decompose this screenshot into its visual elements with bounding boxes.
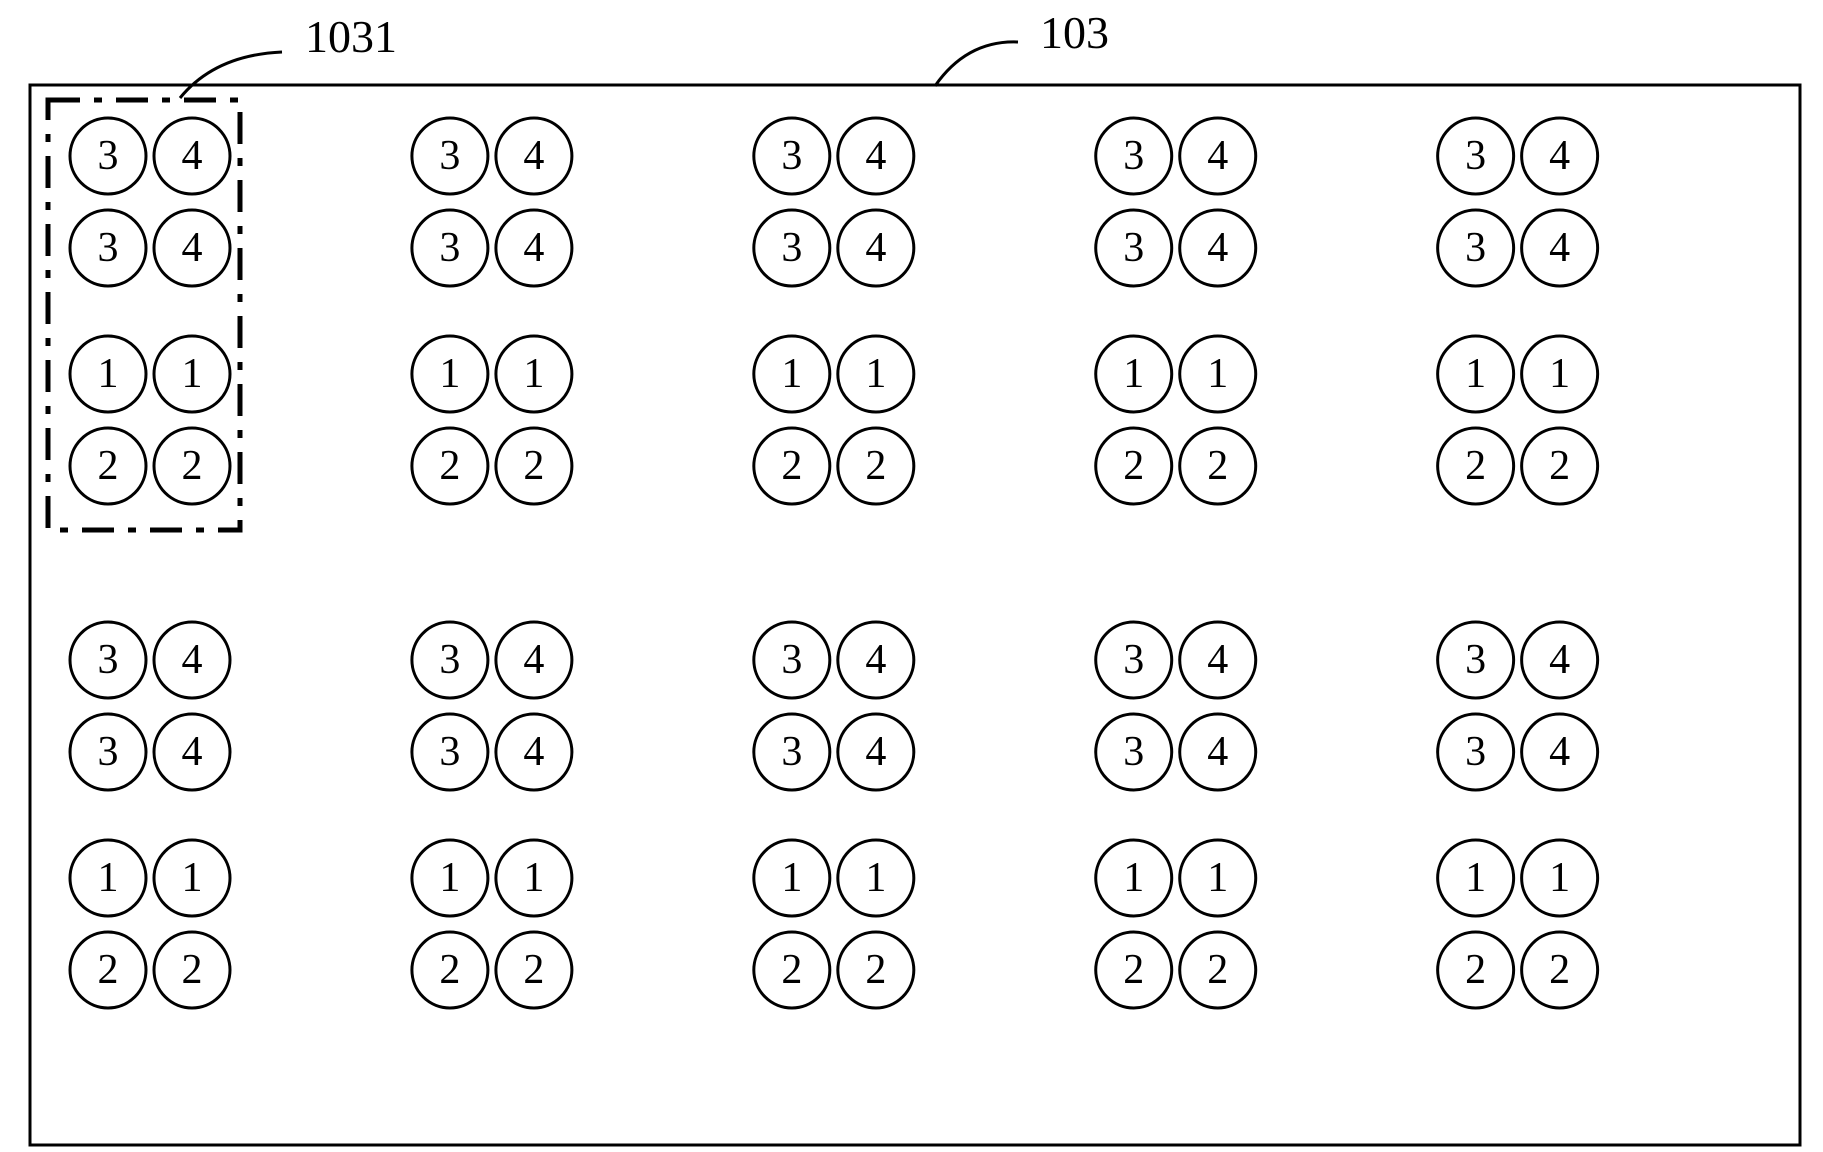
cell-label: 2	[1207, 443, 1228, 489]
cell-label: 1	[98, 855, 119, 901]
cell-label: 3	[439, 225, 460, 271]
cell-label: 3	[98, 729, 119, 775]
leader-line-0	[180, 52, 282, 98]
cell-label: 2	[182, 947, 203, 993]
cell-label: 3	[1123, 637, 1144, 683]
cell-label: 4	[865, 133, 886, 179]
cell-label: 1	[182, 351, 203, 397]
cell-label: 2	[98, 443, 119, 489]
cell-label: 4	[1207, 637, 1228, 683]
cell-label: 4	[523, 637, 544, 683]
cell-label: 2	[865, 443, 886, 489]
cell-label: 2	[98, 947, 119, 993]
cell-label: 3	[781, 637, 802, 683]
cell-label: 1	[523, 351, 544, 397]
cell-label: 4	[1549, 637, 1570, 683]
cell-label: 4	[523, 225, 544, 271]
cell-label: 4	[182, 729, 203, 775]
cell-label: 3	[781, 225, 802, 271]
cell-label: 2	[439, 443, 460, 489]
cell-label: 4	[1207, 225, 1228, 271]
cell-label: 4	[523, 729, 544, 775]
cell-label: 1	[1465, 351, 1486, 397]
cell-label: 1	[781, 351, 802, 397]
cell-label: 3	[98, 637, 119, 683]
cell-label: 4	[182, 637, 203, 683]
cell-label: 1	[1123, 855, 1144, 901]
cell-label: 4	[1549, 225, 1570, 271]
cell-label: 3	[98, 133, 119, 179]
cell-label: 3	[98, 225, 119, 271]
cell-label: 2	[865, 947, 886, 993]
cell-label: 3	[439, 637, 460, 683]
cell-label: 4	[1549, 729, 1570, 775]
cell-label: 1	[1207, 855, 1228, 901]
cell-label: 1	[865, 351, 886, 397]
cell-label: 2	[1465, 443, 1486, 489]
cell-label: 4	[865, 729, 886, 775]
cell-label: 4	[1207, 729, 1228, 775]
cell-label: 1	[1549, 351, 1570, 397]
cell-label: 1	[1207, 351, 1228, 397]
cell-label: 2	[1123, 443, 1144, 489]
cell-label: 3	[1123, 133, 1144, 179]
cell-label: 1	[439, 351, 460, 397]
cell-label: 2	[1123, 947, 1144, 993]
reference-label: 1031	[305, 11, 397, 62]
cell-label: 1	[865, 855, 886, 901]
cell-label: 2	[781, 947, 802, 993]
cell-label: 3	[439, 133, 460, 179]
cell-label: 2	[781, 443, 802, 489]
cell-label: 3	[781, 133, 802, 179]
cell-label: 2	[182, 443, 203, 489]
cell-label: 4	[1207, 133, 1228, 179]
cell-label: 3	[1465, 729, 1486, 775]
cell-label: 1	[439, 855, 460, 901]
cell-label: 2	[1549, 443, 1570, 489]
cell-label: 2	[523, 443, 544, 489]
cell-label: 3	[1123, 225, 1144, 271]
reference-label: 103	[1040, 7, 1109, 58]
cell-label: 4	[523, 133, 544, 179]
cell-label: 3	[1465, 225, 1486, 271]
cell-label: 4	[182, 133, 203, 179]
cell-label: 2	[523, 947, 544, 993]
cell-label: 1	[1123, 351, 1144, 397]
cell-label: 3	[1123, 729, 1144, 775]
cell-label: 3	[781, 729, 802, 775]
cell-label: 4	[182, 225, 203, 271]
cell-label: 2	[439, 947, 460, 993]
cell-label: 3	[1465, 133, 1486, 179]
cell-label: 1	[182, 855, 203, 901]
cell-label: 4	[1549, 133, 1570, 179]
cell-label: 3	[439, 729, 460, 775]
cell-label: 2	[1207, 947, 1228, 993]
cell-label: 3	[1465, 637, 1486, 683]
cell-label: 2	[1549, 947, 1570, 993]
cell-label: 4	[865, 225, 886, 271]
cell-label: 1	[781, 855, 802, 901]
cell-label: 1	[1549, 855, 1570, 901]
cell-label: 1	[1465, 855, 1486, 901]
cell-label: 1	[523, 855, 544, 901]
leader-line-1	[935, 42, 1018, 86]
cell-label: 2	[1465, 947, 1486, 993]
cell-label: 1	[98, 351, 119, 397]
cell-label: 4	[865, 637, 886, 683]
